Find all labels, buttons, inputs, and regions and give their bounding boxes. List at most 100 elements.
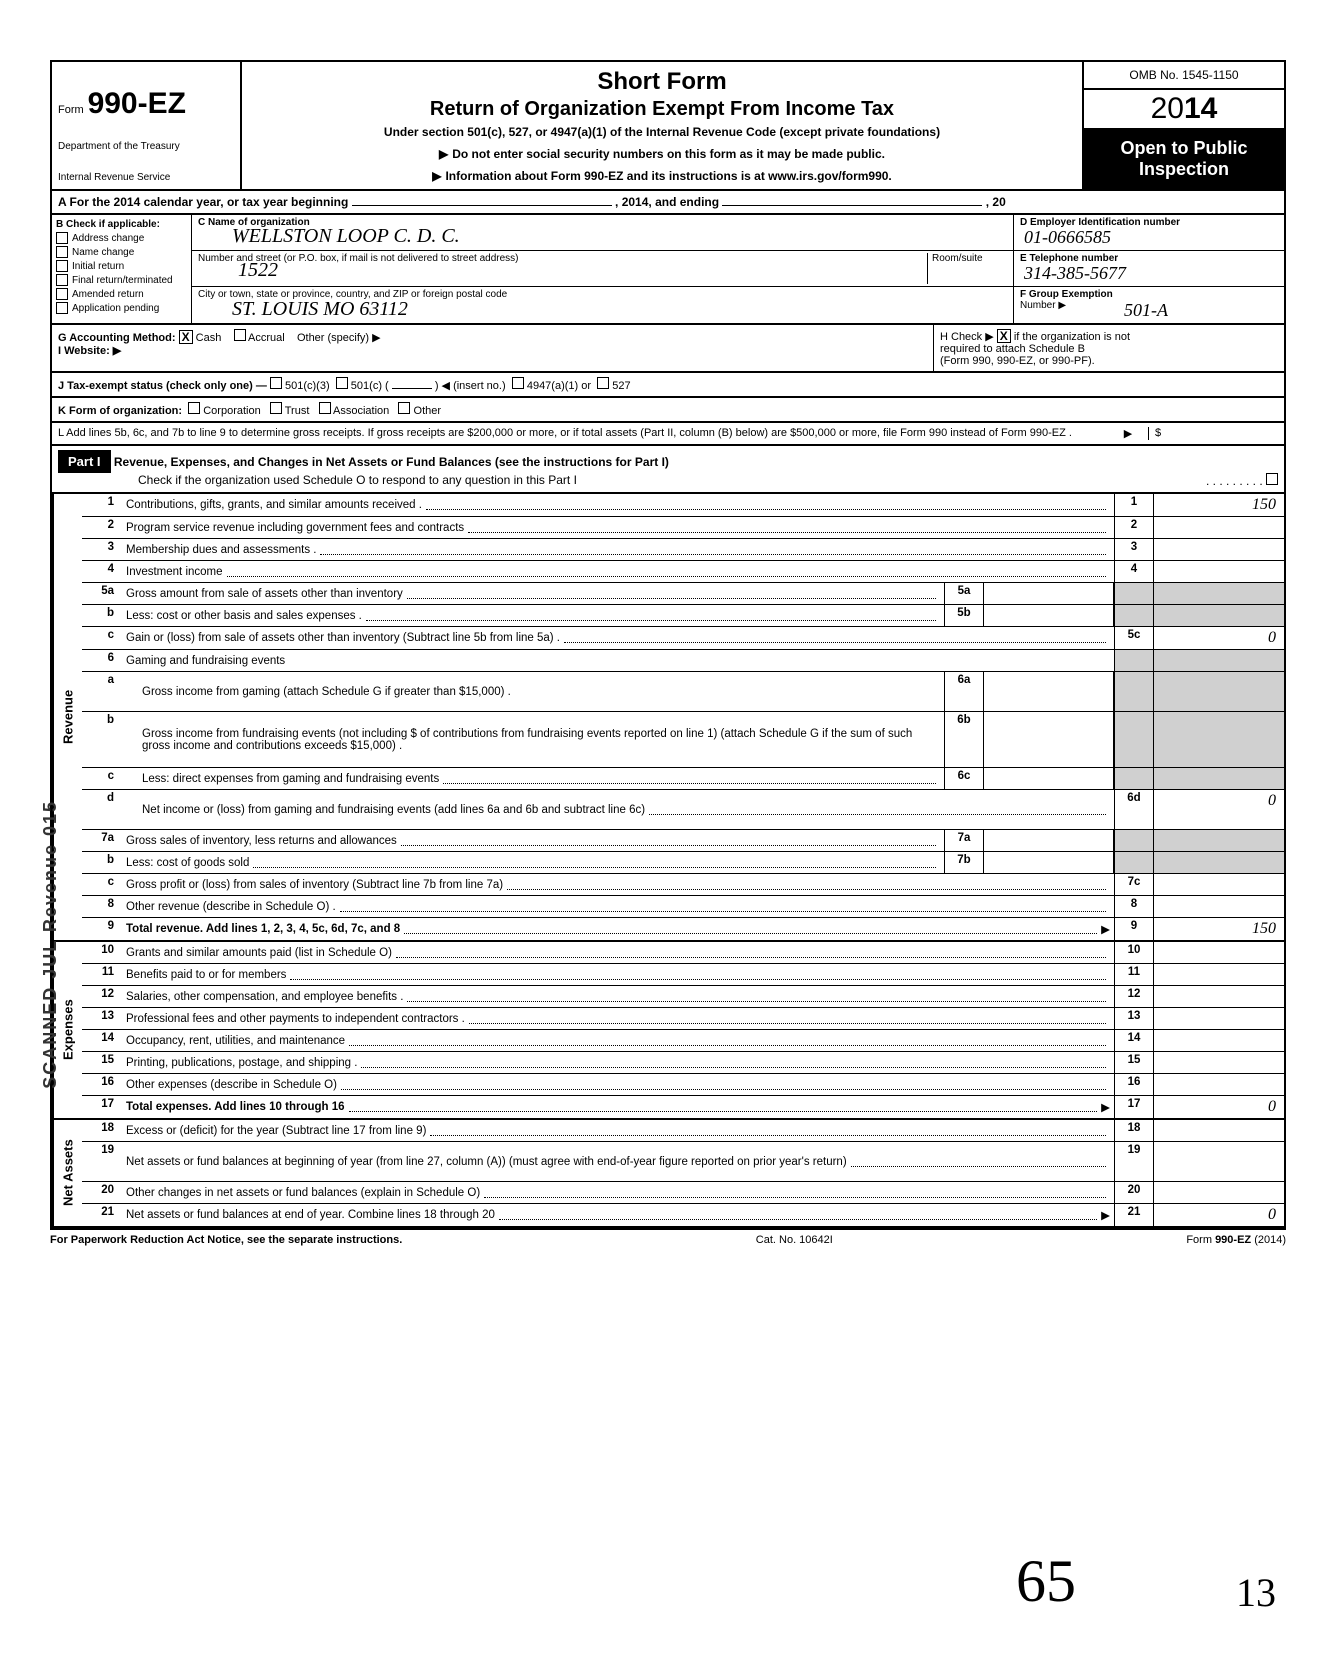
footer-right: Form 990-EZ (2014) <box>1186 1234 1286 1246</box>
row-gi: G Accounting Method: X Cash Accrual Othe… <box>50 325 1286 373</box>
j-label: J Tax-exempt status (check only one) — <box>58 380 267 392</box>
revenue-body: 1Contributions, gifts, grants, and simil… <box>82 494 1284 940</box>
expenses-body: 10Grants and similar amounts paid (list … <box>82 942 1284 1118</box>
city-value: ST. LOUIS MO 63112 <box>232 298 408 321</box>
expenses-section: Expenses 10Grants and similar amounts pa… <box>50 942 1286 1120</box>
h-text3: required to attach Schedule B <box>940 343 1085 355</box>
h-text1: H Check ▶ <box>940 331 994 343</box>
header-center: Short Form Return of Organization Exempt… <box>242 62 1084 189</box>
row-k: K Form of organization: Corporation Trus… <box>50 398 1286 423</box>
handwritten-13: 13 <box>1236 1569 1276 1616</box>
row-a-end: , 20 <box>986 195 1006 209</box>
netassets-label: Net Assets <box>52 1120 82 1226</box>
open-line1: Open to Public <box>1088 138 1280 159</box>
cb-part1-scho[interactable] <box>1266 473 1278 485</box>
footer-left: For Paperwork Reduction Act Notice, see … <box>50 1234 402 1246</box>
form-990ez-container: Form 990-EZ Department of the Treasury I… <box>50 60 1286 1246</box>
dept-treasury: Department of the Treasury <box>58 141 234 152</box>
cb-trust[interactable] <box>270 402 282 414</box>
d-value: 01-0666585 <box>1024 227 1111 248</box>
year-prefix: 20 <box>1151 92 1184 125</box>
omb-number: OMB No. 1545-1150 <box>1084 62 1284 90</box>
part1-row: Part I Revenue, Expenses, and Changes in… <box>50 446 1286 494</box>
form-number: 990-EZ <box>88 87 186 120</box>
handwritten-65: 65 <box>1016 1547 1076 1616</box>
f-value: 501-A <box>1124 300 1168 321</box>
col-b: B Check if applicable: Address change Na… <box>52 215 192 323</box>
cb-accrual[interactable] <box>234 329 246 341</box>
form-label: Form <box>58 104 84 116</box>
cb-application-pending[interactable]: Application pending <box>56 302 187 314</box>
h-text2: if the organization is not <box>1014 331 1130 343</box>
i-website: I Website: ▶ <box>58 345 121 357</box>
f-label: F Group Exemption <box>1020 289 1113 300</box>
year-bold: 14 <box>1184 92 1217 125</box>
f-label2: Number ▶ <box>1020 300 1066 311</box>
dept-irs: Internal Revenue Service <box>58 172 234 183</box>
part1-check: Check if the organization used Schedule … <box>58 473 577 487</box>
block-bcdef: B Check if applicable: Address change Na… <box>50 215 1286 325</box>
gi-right: H Check ▶ X if the organization is not r… <box>934 325 1284 371</box>
cb-final-return[interactable]: Final return/terminated <box>56 274 187 286</box>
cash-label: Cash <box>196 332 222 344</box>
gi-left: G Accounting Method: X Cash Accrual Othe… <box>52 325 934 371</box>
tax-year: 2014 <box>1084 90 1284 130</box>
footer-mid: Cat. No. 10642I <box>756 1234 833 1246</box>
row-j: J Tax-exempt status (check only one) — 5… <box>50 373 1286 398</box>
part1-label: Part I <box>58 450 111 473</box>
col-c: C Name of organization WELLSTON LOOP C. … <box>192 215 1014 323</box>
cb-501c3[interactable] <box>270 377 282 389</box>
accrual-label: Accrual <box>248 332 285 344</box>
col-def: D Employer Identification number 01-0666… <box>1014 215 1284 323</box>
cb-501c[interactable] <box>336 377 348 389</box>
cb-other[interactable] <box>398 402 410 414</box>
cb-name-change[interactable]: Name change <box>56 246 187 258</box>
netassets-body: 18Excess or (deficit) for the year (Subt… <box>82 1120 1284 1226</box>
scanned-stamp: SCANNED JUL Revenue 015 <box>40 800 61 1089</box>
header-row: Form 990-EZ Department of the Treasury I… <box>50 60 1286 191</box>
cb-527[interactable] <box>597 377 609 389</box>
addr-value: 1522 <box>238 259 278 282</box>
row-a-mid: , 2014, and ending <box>615 195 719 209</box>
other-label: Other (specify) ▶ <box>297 332 381 344</box>
bullet-info: Information about Form 990-EZ and its in… <box>254 169 1070 183</box>
cb-assoc[interactable] <box>319 402 331 414</box>
h-text4: (Form 990, 990-EZ, or 990-PF). <box>940 355 1095 367</box>
footer: For Paperwork Reduction Act Notice, see … <box>50 1228 1286 1246</box>
l-dollar: $ <box>1148 427 1278 440</box>
open-line2: Inspection <box>1088 159 1280 180</box>
cb-address-change[interactable]: Address change <box>56 232 187 244</box>
netassets-section: Net Assets 18Excess or (deficit) for the… <box>50 1120 1286 1228</box>
k-label: K Form of organization: <box>58 405 182 417</box>
header-left: Form 990-EZ Department of the Treasury I… <box>52 62 242 189</box>
g-label: G Accounting Method: <box>58 332 176 344</box>
b-header: B Check if applicable: <box>56 219 187 230</box>
revenue-section: Revenue 1Contributions, gifts, grants, a… <box>50 494 1286 942</box>
c-city: City or town, state or province, country… <box>192 287 1013 323</box>
c-value: WELLSTON LOOP C. D. C. <box>232 225 460 248</box>
header-right: OMB No. 1545-1150 2014 Open to Public In… <box>1084 62 1284 189</box>
c-org-name: C Name of organization WELLSTON LOOP C. … <box>192 215 1013 251</box>
row-a-text: A For the 2014 calendar year, or tax yea… <box>58 195 348 209</box>
open-to-public: Open to Public Inspection <box>1084 130 1284 189</box>
cb-amended-return[interactable]: Amended return <box>56 288 187 300</box>
l-arrow: ▶ <box>1108 427 1148 440</box>
cb-h[interactable]: X <box>997 329 1011 343</box>
short-form-title: Short Form <box>254 68 1070 96</box>
return-title: Return of Organization Exempt From Incom… <box>254 98 1070 121</box>
part1-desc: Part I Revenue, Expenses, and Changes in… <box>52 446 1284 492</box>
cb-cash[interactable]: X <box>179 330 193 344</box>
row-l: L Add lines 5b, 6c, and 7b to line 9 to … <box>50 423 1286 446</box>
c-address: Number and street (or P.O. box, if mail … <box>192 251 1013 287</box>
bullet-ssn: Do not enter social security numbers on … <box>254 147 1070 161</box>
l-text: L Add lines 5b, 6c, and 7b to line 9 to … <box>58 427 1108 440</box>
room-suite: Room/suite <box>927 253 1007 284</box>
cb-initial-return[interactable]: Initial return <box>56 260 187 272</box>
cb-4947[interactable] <box>512 377 524 389</box>
e-value: 314-385-5677 <box>1024 263 1126 284</box>
f-group: F Group Exemption Number ▶ 501-A <box>1014 287 1284 323</box>
subtitle: Under section 501(c), 527, or 4947(a)(1)… <box>254 125 1070 139</box>
row-a-calendar-year: A For the 2014 calendar year, or tax yea… <box>50 191 1286 215</box>
cb-corp[interactable] <box>188 402 200 414</box>
d-ein: D Employer Identification number 01-0666… <box>1014 215 1284 251</box>
